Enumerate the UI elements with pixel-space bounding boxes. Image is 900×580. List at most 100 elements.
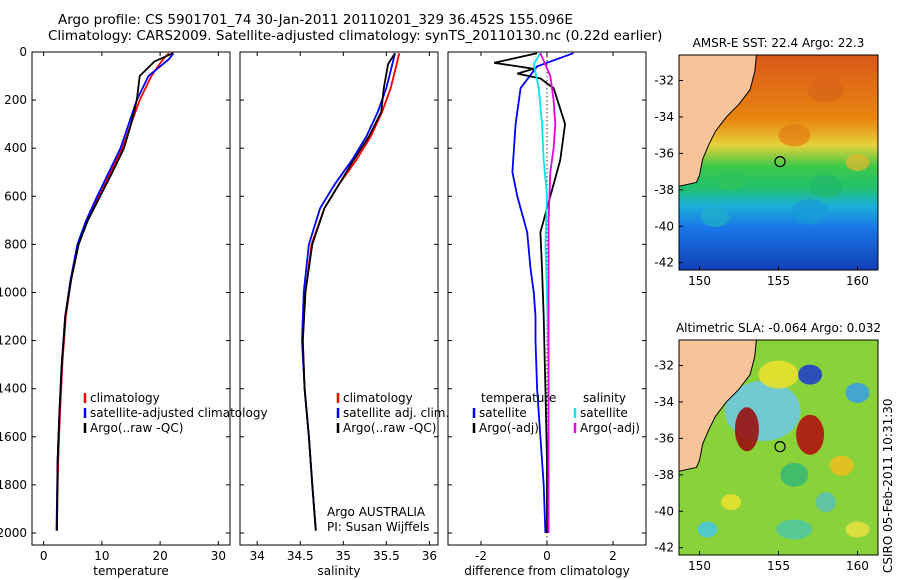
y-tick-label: 0 — [19, 45, 27, 59]
x-tick-label: 150 — [688, 274, 711, 288]
figure-title-line1: Argo profile: CS 5901701_74 30-Jan-2011 … — [58, 12, 573, 28]
sst-anomaly-patch — [845, 154, 870, 171]
y-tick-label: -42 — [654, 256, 674, 270]
series-line-temperature-satellite — [511, 52, 574, 534]
sla-eddy-patch — [815, 492, 836, 513]
sst-anomaly-patch — [809, 174, 842, 198]
x-tick-label: 150 — [688, 559, 711, 573]
float-position-marker — [774, 441, 786, 453]
y-tick-label: 200 — [4, 93, 27, 107]
temperature-profile-panel: 0 10 20 30 0 200 400 600 800 1000 1200 1400 1600 1800… — [0, 45, 268, 578]
y-tick-label: 2000 — [0, 526, 27, 540]
y-tick-label: 400 — [4, 141, 27, 155]
legend-group-title-temperature: temperature — [481, 391, 556, 405]
sst-anomaly-patch — [792, 199, 829, 225]
land-mass — [679, 340, 757, 472]
y-tick-label: -34 — [654, 110, 674, 124]
y-tick-label: -40 — [654, 504, 674, 518]
y-tick-label: -32 — [654, 359, 674, 373]
x-axis-label: difference from climatology — [464, 564, 630, 578]
x-tick-label: 34 — [250, 549, 265, 563]
legend-label: satellite adj. clim. — [343, 406, 449, 420]
series-line-climatology — [301, 52, 401, 531]
sla-eddy-patch — [758, 360, 799, 389]
plot-frame — [239, 51, 439, 546]
series-line-temperature-argo-adj — [494, 52, 567, 533]
y-tick-label: 1200 — [0, 334, 27, 348]
series-line-argo-raw-qc — [56, 52, 174, 531]
figure-title-line2: Climatology: CARS2009. Satellite-adjuste… — [48, 28, 663, 44]
sla-eddy-patch — [829, 455, 854, 476]
y-tick-label: 600 — [4, 189, 27, 203]
x-tick-label: 2 — [609, 549, 617, 563]
legend-label: Argo(-adj) — [580, 421, 640, 435]
plot-frame — [31, 51, 231, 546]
float-position-marker — [774, 156, 786, 168]
sla-eddy-patch — [845, 521, 870, 538]
x-tick-label: 0 — [40, 549, 48, 563]
x-tick-label: 35 — [336, 549, 351, 563]
y-tick-label: -36 — [654, 431, 674, 445]
x-axis-label: salinity — [317, 564, 360, 578]
x-tick-label: 155 — [767, 274, 790, 288]
y-tick-label: -38 — [654, 468, 674, 482]
legend-group-title-salinity: salinity — [583, 391, 626, 405]
y-tick-label: 1800 — [0, 478, 27, 492]
land-mass — [679, 55, 757, 187]
y-tick-label: 800 — [4, 237, 27, 251]
sst-map: AMSR-E SST: 22.4 Argo: 22.3 150 155 160 -32 -… — [654, 36, 879, 288]
map-title: AMSR-E SST: 22.4 Argo: 22.3 — [693, 36, 865, 50]
sla-eddy-patch — [780, 462, 809, 487]
y-tick-label: 1000 — [0, 285, 27, 299]
x-tick-label: 34.5 — [287, 549, 314, 563]
x-tick-label: 20 — [152, 549, 167, 563]
pi-name-label: PI: Susan Wijffels — [327, 520, 429, 534]
sla-eddy-patch — [734, 407, 759, 452]
x-tick-label: 155 — [767, 559, 790, 573]
legend-label: satellite — [580, 406, 628, 420]
series-line-satellite-adjusted-climatology — [55, 52, 175, 531]
sst-anomaly-patch — [717, 170, 746, 191]
x-tick-label: 160 — [846, 559, 869, 573]
x-tick-label: 30 — [211, 549, 226, 563]
x-tick-label: 10 — [94, 549, 109, 563]
float-owner-label: Argo AUSTRALIA — [327, 505, 426, 519]
x-tick-label: 36 — [422, 549, 437, 563]
y-tick-label: -32 — [654, 74, 674, 88]
x-tick-label: 160 — [846, 274, 869, 288]
x-axis-label: temperature — [93, 564, 168, 578]
sst-anomaly-patch — [701, 207, 730, 227]
y-tick-label: 1400 — [0, 382, 27, 396]
salinity-profile-panel: 34 34.5 35 35.5 36 salinity climatologysatelli… — [239, 51, 449, 578]
x-tick-label: 35.5 — [373, 549, 400, 563]
sla-eddy-patch — [798, 364, 823, 385]
y-tick-label: -34 — [654, 395, 674, 409]
y-tick-label: 1600 — [0, 430, 27, 444]
legend-label: satellite — [479, 406, 527, 420]
series-line-satellite-adj-clim — [301, 52, 396, 531]
sst-anomaly-patch — [778, 123, 811, 147]
sla-eddy-patch — [721, 494, 742, 511]
legend-label: climatology — [90, 391, 160, 405]
sla-eddy-patch — [776, 519, 813, 540]
series-line-climatology — [56, 52, 170, 522]
sla-map: Altimetric SLA: -0.064 Argo: 0.032 150 155… — [654, 321, 881, 573]
legend-label: Argo(-adj) — [479, 421, 539, 435]
map-title: Altimetric SLA: -0.064 Argo: 0.032 — [676, 321, 881, 335]
sla-eddy-patch — [697, 521, 718, 538]
series-line-argo-raw-qc — [301, 52, 396, 531]
sst-anomaly-patch — [807, 77, 844, 103]
sla-eddy-patch — [796, 414, 825, 455]
y-tick-label: -40 — [654, 219, 674, 233]
y-tick-label: -38 — [654, 183, 674, 197]
y-tick-label: -36 — [654, 146, 674, 160]
legend-label: climatology — [343, 391, 413, 405]
x-tick-label: 0 — [543, 549, 551, 563]
y-tick-label: -42 — [654, 541, 674, 555]
legend-label: Argo(..raw -QC) — [90, 421, 183, 435]
x-tick-label: -2 — [475, 549, 487, 563]
legend-label: satellite-adjusted climatology — [90, 406, 268, 420]
sla-eddy-patch — [845, 382, 870, 403]
